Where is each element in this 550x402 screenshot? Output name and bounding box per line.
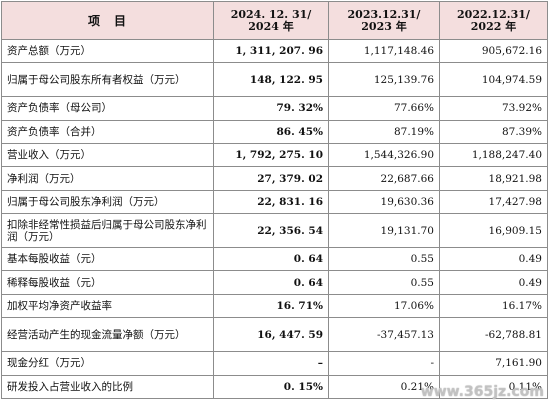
value-2024: 1, 792, 275. 10 [213, 143, 329, 168]
value-2022: 73.92% [439, 96, 548, 121]
value-2024: 86. 45% [213, 119, 329, 145]
value-2023: 0.55 [328, 270, 440, 295]
value-2024: 22, 831. 16 [213, 189, 329, 215]
header-2023: 2023.12.31/ 2023 年 [328, 1, 440, 40]
table-row: 归属于母公司股东所有者权益（万元） 148, 122. 95 125,139.7… [1, 62, 548, 98]
value-2022: 1,188,247.40 [439, 143, 548, 168]
value-2024: 16. 71% [213, 293, 329, 319]
value-2023: 77.66% [328, 96, 440, 121]
table-row: 资产负债率（母公司） 79. 32% 77.66% 73.92% [1, 96, 548, 121]
table-row: 现金分红（万元） – - 7,161.90 [1, 351, 548, 376]
value-2022: 87.39% [439, 119, 548, 145]
value-2023: 1,117,148.46 [328, 38, 440, 64]
value-2023: -37,457.13 [328, 317, 440, 353]
header-2024: 2024. 12. 31/ 2024 年 [213, 1, 329, 40]
row-label: 扣除非经常性损益后归属于母公司股东净利润（万元） [1, 213, 214, 249]
value-2024: 22, 356. 54 [213, 213, 329, 249]
header-2022: 2022.12.31/ 2022 年 [439, 1, 548, 40]
table-row: 营业收入（万元） 1, 792, 275. 10 1,544,326.90 1,… [1, 143, 548, 168]
value-2022: 7,161.90 [439, 351, 548, 376]
value-2024: 0. 64 [213, 247, 329, 272]
value-2022: 0.49 [439, 270, 548, 295]
row-label: 加权平均净资产收益率 [1, 293, 214, 319]
row-label: 资产负债率（合并） [1, 119, 214, 145]
table-row: 资产总额（万元） 1, 311, 207. 96 1,117,148.46 90… [1, 38, 548, 64]
value-2022: 16.17% [439, 293, 548, 319]
value-2023: 22,687.66 [328, 166, 440, 191]
row-label: 基本每股收益（元） [1, 247, 214, 272]
row-label: 净利润（万元） [1, 166, 214, 191]
value-2023: 17.06% [328, 293, 440, 319]
value-2022: 0.49 [439, 247, 548, 272]
value-2024: 0. 15% [213, 374, 329, 399]
table-row: 归属于母公司股东净利润（万元） 22, 831. 16 19,630.36 17… [1, 189, 548, 215]
value-2022: 16,909.15 [439, 213, 548, 249]
table-row: 资产负债率（合并） 86. 45% 87.19% 87.39% [1, 119, 548, 145]
value-2023: 0.21% [328, 374, 440, 399]
value-2022: 104,974.59 [439, 62, 548, 98]
value-2023: 125,139.76 [328, 62, 440, 98]
row-label: 营业收入（万元） [1, 143, 214, 168]
table-row: 净利润（万元） 27, 379. 02 22,687.66 18,921.98 [1, 166, 548, 191]
value-2023: 19,131.70 [328, 213, 440, 249]
row-label: 研发投入占营业收入的比例 [1, 374, 214, 399]
row-label: 经营活动产生的现金流量净额（万元） [1, 317, 214, 353]
value-2022: 0.11% [439, 374, 548, 399]
table-row: 基本每股收益（元） 0. 64 0.55 0.49 [1, 247, 548, 272]
value-2022: 17,427.98 [439, 189, 548, 215]
value-2024: – [213, 351, 329, 376]
value-2023: - [328, 351, 440, 376]
table-row: 扣除非经常性损益后归属于母公司股东净利润（万元） 22, 356. 54 19,… [1, 213, 548, 249]
table-row: 加权平均净资产收益率 16. 71% 17.06% 16.17% [1, 293, 548, 319]
value-2024: 1, 311, 207. 96 [213, 38, 329, 64]
row-label: 归属于母公司股东所有者权益（万元） [1, 62, 214, 98]
value-2023: 19,630.36 [328, 189, 440, 215]
header-item: 项目 [1, 1, 214, 40]
value-2024: 27, 379. 02 [213, 166, 329, 191]
value-2024: 79. 32% [213, 96, 329, 121]
value-2024: 16, 447. 59 [213, 317, 329, 353]
value-2022: 18,921.98 [439, 166, 548, 191]
table-header-row: 项目 2024. 12. 31/ 2024 年 2023.12.31/ 2023… [1, 1, 548, 40]
row-label: 现金分红（万元） [1, 351, 214, 376]
value-2023: 87.19% [328, 119, 440, 145]
table-row: 稀释每股收益（元） 0. 64 0.55 0.49 [1, 270, 548, 295]
table-row: 经营活动产生的现金流量净额（万元） 16, 447. 59 -37,457.13… [1, 317, 548, 353]
value-2024: 148, 122. 95 [213, 62, 329, 98]
value-2022: 905,672.16 [439, 38, 548, 64]
table-row: 研发投入占营业收入的比例 0. 15% 0.21% 0.11% [1, 374, 548, 399]
value-2022: -62,788.81 [439, 317, 548, 353]
row-label: 资产总额（万元） [1, 38, 214, 64]
value-2024: 0. 64 [213, 270, 329, 295]
value-2023: 0.55 [328, 247, 440, 272]
row-label: 稀释每股收益（元） [1, 270, 214, 295]
row-label: 归属于母公司股东净利润（万元） [1, 189, 214, 215]
value-2023: 1,544,326.90 [328, 143, 440, 168]
row-label: 资产负债率（母公司） [1, 96, 214, 121]
